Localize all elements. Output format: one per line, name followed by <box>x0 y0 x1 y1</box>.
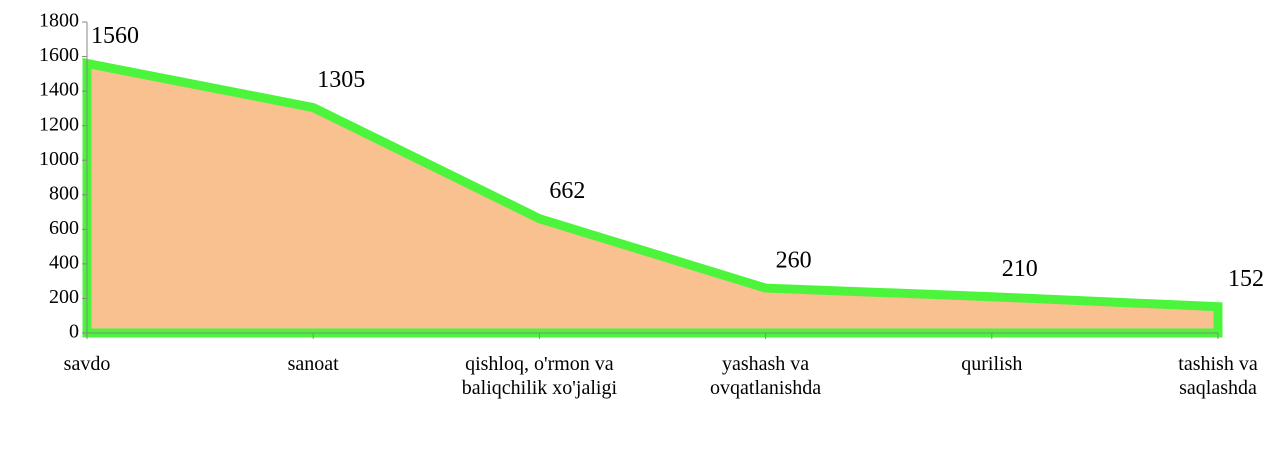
y-tick-label: 1000 <box>39 148 79 170</box>
data-label: 210 <box>1002 256 1038 282</box>
area <box>82 58 1223 338</box>
y-tick-label: 1400 <box>39 79 79 101</box>
x-tick-label: qishloq, o'rmon va baliqchilik xo'jaligi <box>461 353 618 399</box>
y-tick-label: 0 <box>69 321 79 343</box>
data-label: 260 <box>776 248 812 274</box>
y-tick-label: 1800 <box>39 10 79 32</box>
x-tick-label: qurilish <box>961 353 1023 375</box>
data-label: 152 <box>1228 266 1264 292</box>
y-tick-label: 1600 <box>39 44 79 66</box>
y-tick-label: 600 <box>49 217 79 239</box>
data-label: 662 <box>549 178 585 204</box>
x-tick-label: tashish va saqlashda <box>1178 353 1258 399</box>
x-tick-label: yashash va ovqatlanishda <box>710 353 822 399</box>
x-tick-label: sanoat <box>287 353 339 375</box>
y-tick-label: 400 <box>49 251 79 273</box>
data-label: 1305 <box>317 67 365 93</box>
data-label: 1560 <box>91 23 139 49</box>
y-tick-label: 200 <box>49 286 79 308</box>
y-tick-label: 1200 <box>39 113 79 135</box>
x-tick-label: savdo <box>63 353 111 375</box>
y-tick-label: 800 <box>49 182 79 204</box>
